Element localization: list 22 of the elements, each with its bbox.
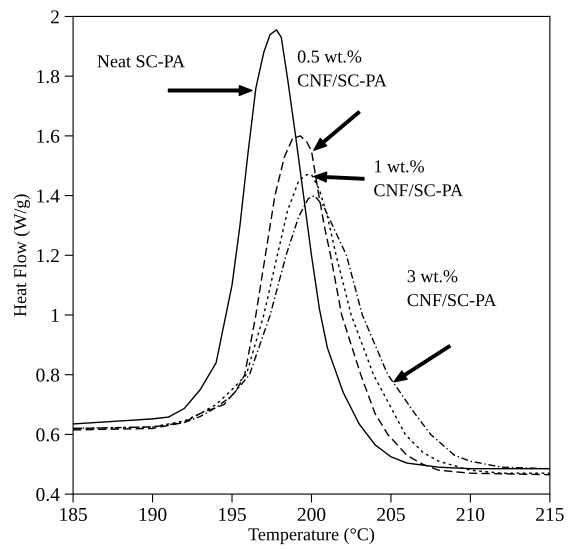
y-tick-label: 1.6 <box>37 130 60 143</box>
y-tick-label: 0.8 <box>36 368 60 382</box>
y-tick-label: 0.4 <box>36 488 60 502</box>
annotation: Neat SC-PA <box>97 55 185 68</box>
y-tick-label: 1.8 <box>37 70 60 84</box>
x-tick-label: 200 <box>298 508 326 521</box>
x-tick-label: 215 <box>536 508 564 521</box>
x-tick-label: 210 <box>456 508 484 521</box>
annotation: 3 wt.% CNF/SC-PA <box>408 270 496 306</box>
y-tick-label: 1.2 <box>37 249 59 262</box>
y-tick-label: 2 <box>51 10 59 24</box>
y-tick-label: 1 <box>52 308 59 322</box>
x-tick-label: 190 <box>140 508 166 521</box>
y-tick-label: 1.4 <box>37 189 60 203</box>
annotation: 0.5 wt.% CNF/SC-PA <box>298 50 387 86</box>
x-tick-label: 185 <box>60 508 87 521</box>
x-tick-label: 205 <box>377 508 405 521</box>
y-tick-label: 0.6 <box>36 428 60 442</box>
y-axis-title: Heat Flow (W/g) <box>14 194 30 316</box>
x-tick-label: 195 <box>219 508 246 521</box>
annotation: 1 wt.% CNF/SC-PA <box>374 160 463 196</box>
x-axis-title: Temperature (°C) <box>248 528 374 544</box>
